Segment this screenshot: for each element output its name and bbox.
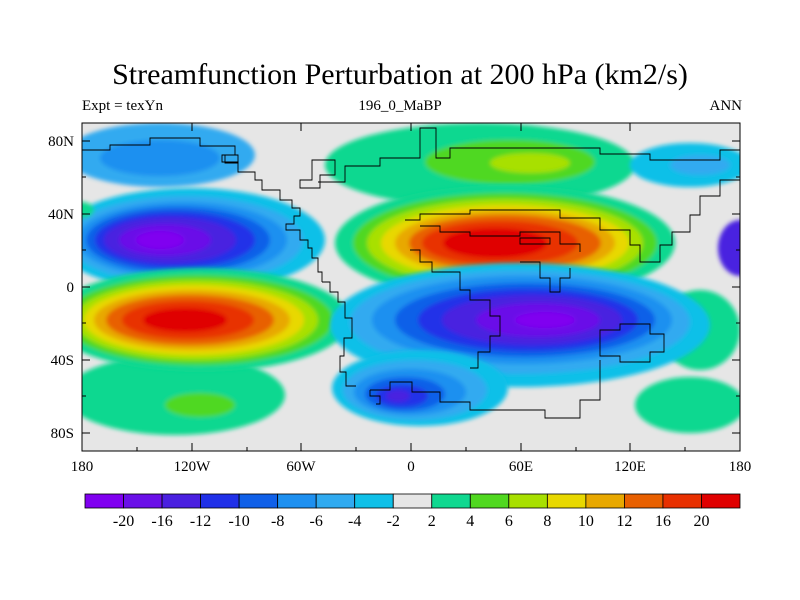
arctic-eurasia-positive-core	[490, 153, 570, 173]
lon-label-60e: 60E	[509, 459, 533, 475]
contour-field	[82, 123, 740, 451]
colorbar-swatch	[469, 493, 510, 509]
colorbar-swatch	[161, 493, 201, 509]
antarctic-peninsula-coast	[369, 390, 381, 405]
colorbar-swatch	[200, 493, 240, 509]
spac-high-core	[143, 308, 227, 332]
colorbar-swatch	[123, 493, 163, 509]
colorbar-label: -10	[228, 513, 249, 530]
africa-coast	[410, 249, 501, 369]
colorbar-label: 2	[428, 513, 436, 530]
colorbar-swatch	[315, 493, 356, 509]
lat-label-40s: 40S	[51, 353, 74, 369]
colorbar-label: -20	[113, 513, 134, 530]
colorbar-swatch	[392, 493, 433, 509]
colorbar-swatch	[546, 493, 587, 509]
colorbar-label: 6	[505, 513, 513, 530]
lon-label-0: 0	[407, 459, 415, 475]
southern-pacific-positive-core	[165, 393, 235, 417]
lat-label-80n: 80N	[48, 134, 74, 150]
colorbar-swatch	[238, 493, 279, 509]
north-america-coast	[82, 137, 323, 282]
colorbar-swatch	[277, 493, 317, 509]
colorbar-label: -16	[151, 513, 172, 530]
colorbar-swatch	[662, 493, 702, 509]
colorbar-label: 4	[466, 513, 474, 530]
case-label: 196_0_MaBP	[358, 98, 442, 114]
lat-label-80s: 80S	[51, 426, 74, 442]
siberia-lake-outline	[519, 237, 551, 245]
colorbar-label: 8	[543, 513, 551, 530]
colorbar: -20 -16 -12 -10 -8 -6 -4 -2 2 4 6 8 10 12 16 20	[84, 493, 741, 530]
satl-low-core	[386, 390, 410, 402]
season-label: ANN	[709, 98, 743, 114]
eurasia-coast	[318, 127, 740, 183]
arctic-east-negative-core	[670, 155, 730, 175]
colorbar-label: 16	[655, 513, 671, 530]
mediterranean-coast	[420, 225, 581, 252]
lon-label-180-west: 180	[71, 459, 94, 475]
colorbar-swatch	[624, 493, 664, 509]
lat-label-40n: 40N	[48, 207, 74, 223]
colorbar-label: 20	[693, 513, 709, 530]
eurasia-high-core	[443, 228, 547, 258]
colorbar-label: -2	[387, 513, 400, 530]
hudson-outline	[224, 154, 239, 164]
lat-axis	[82, 140, 740, 434]
australia-coast	[599, 323, 665, 363]
lon-label-120w: 120W	[174, 459, 212, 475]
colorbar-swatch	[354, 493, 394, 509]
coastlines	[82, 127, 740, 419]
colorbar-swatch	[585, 493, 625, 509]
colorbar-swatch	[701, 493, 741, 509]
colorbar-label: -8	[271, 513, 284, 530]
greenland-coast	[299, 159, 336, 189]
colorbar-label: 12	[616, 513, 632, 530]
npac-low-wrap	[718, 220, 740, 276]
asia-south-coast	[405, 179, 740, 263]
south-america-coast	[322, 281, 356, 387]
colorbar-label: 10	[578, 513, 594, 530]
map-title: Streamfunction Perturbation at 200 hPa (…	[112, 58, 688, 91]
southern-east-positive	[635, 377, 740, 433]
colorbar-swatch	[431, 493, 471, 509]
npac-low-core	[136, 231, 184, 249]
lon-label-180-east: 180	[729, 459, 752, 475]
lon-axis	[81, 123, 741, 451]
lon-label-120e: 120E	[614, 459, 646, 475]
colorbar-swatch	[508, 493, 548, 509]
colorbar-label: -12	[190, 513, 211, 530]
io-low-core	[515, 312, 575, 328]
india-coast	[520, 261, 571, 293]
experiment-label: Expt = texYn	[82, 98, 163, 114]
colorbar-label: -6	[310, 513, 323, 530]
lon-label-60w: 60W	[286, 459, 316, 475]
arctic-pacific-negative-core	[100, 140, 220, 176]
antarctica-coast	[370, 360, 601, 419]
lat-label-0: 0	[67, 280, 75, 296]
colorbar-swatch	[84, 493, 124, 509]
colorbar-label: -4	[348, 513, 361, 530]
